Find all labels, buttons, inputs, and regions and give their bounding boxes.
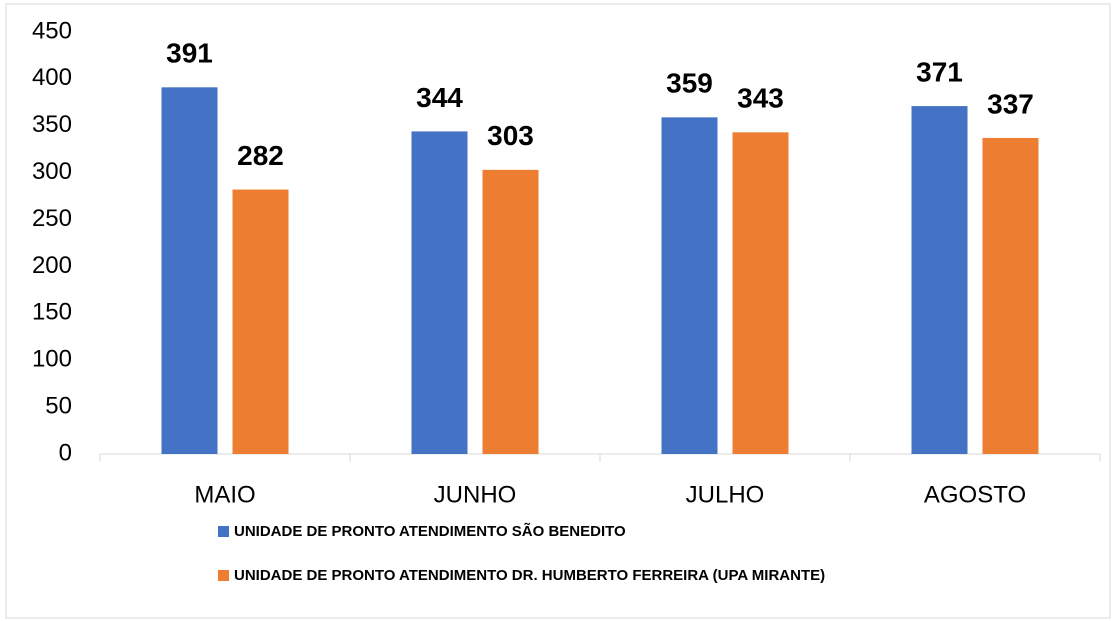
- data-label: 303: [487, 120, 534, 151]
- data-label: 343: [737, 83, 784, 114]
- x-tick-label: AGOSTO: [924, 481, 1026, 508]
- bar: [232, 189, 289, 454]
- bar: [661, 117, 718, 455]
- y-tick-label: 50: [45, 392, 72, 419]
- x-tick-label: JULHO: [686, 481, 765, 508]
- legend-swatch: [218, 570, 229, 581]
- x-tick-label: JUNHO: [434, 481, 517, 508]
- bar: [732, 132, 789, 454]
- data-label: 391: [166, 38, 213, 69]
- y-tick-label: 300: [32, 158, 72, 185]
- y-tick-label: 100: [32, 346, 72, 373]
- y-tick-label: 0: [59, 439, 72, 466]
- y-tick-label: 400: [32, 64, 72, 91]
- bar: [161, 87, 218, 454]
- legend-label: UNIDADE DE PRONTO ATENDIMENTO DR. HUMBER…: [234, 567, 825, 584]
- y-tick-label: 250: [32, 205, 72, 232]
- data-label: 337: [987, 88, 1034, 119]
- y-tick-label: 150: [32, 299, 72, 326]
- data-label: 371: [916, 56, 963, 87]
- data-label: 344: [416, 82, 463, 113]
- y-tick-label: 200: [32, 252, 72, 279]
- x-tick-label: MAIO: [194, 481, 255, 508]
- legend-label: UNIDADE DE PRONTO ATENDIMENTO SÃO BENEDI…: [234, 522, 626, 540]
- legend-swatch: [218, 526, 229, 537]
- y-tick-label: 450: [32, 17, 72, 44]
- bar: [911, 106, 968, 454]
- bar: [482, 169, 539, 454]
- y-tick-label: 350: [32, 111, 72, 138]
- bar: [982, 137, 1039, 455]
- data-label: 282: [237, 140, 284, 171]
- data-label: 359: [666, 68, 713, 99]
- bar: [411, 131, 468, 454]
